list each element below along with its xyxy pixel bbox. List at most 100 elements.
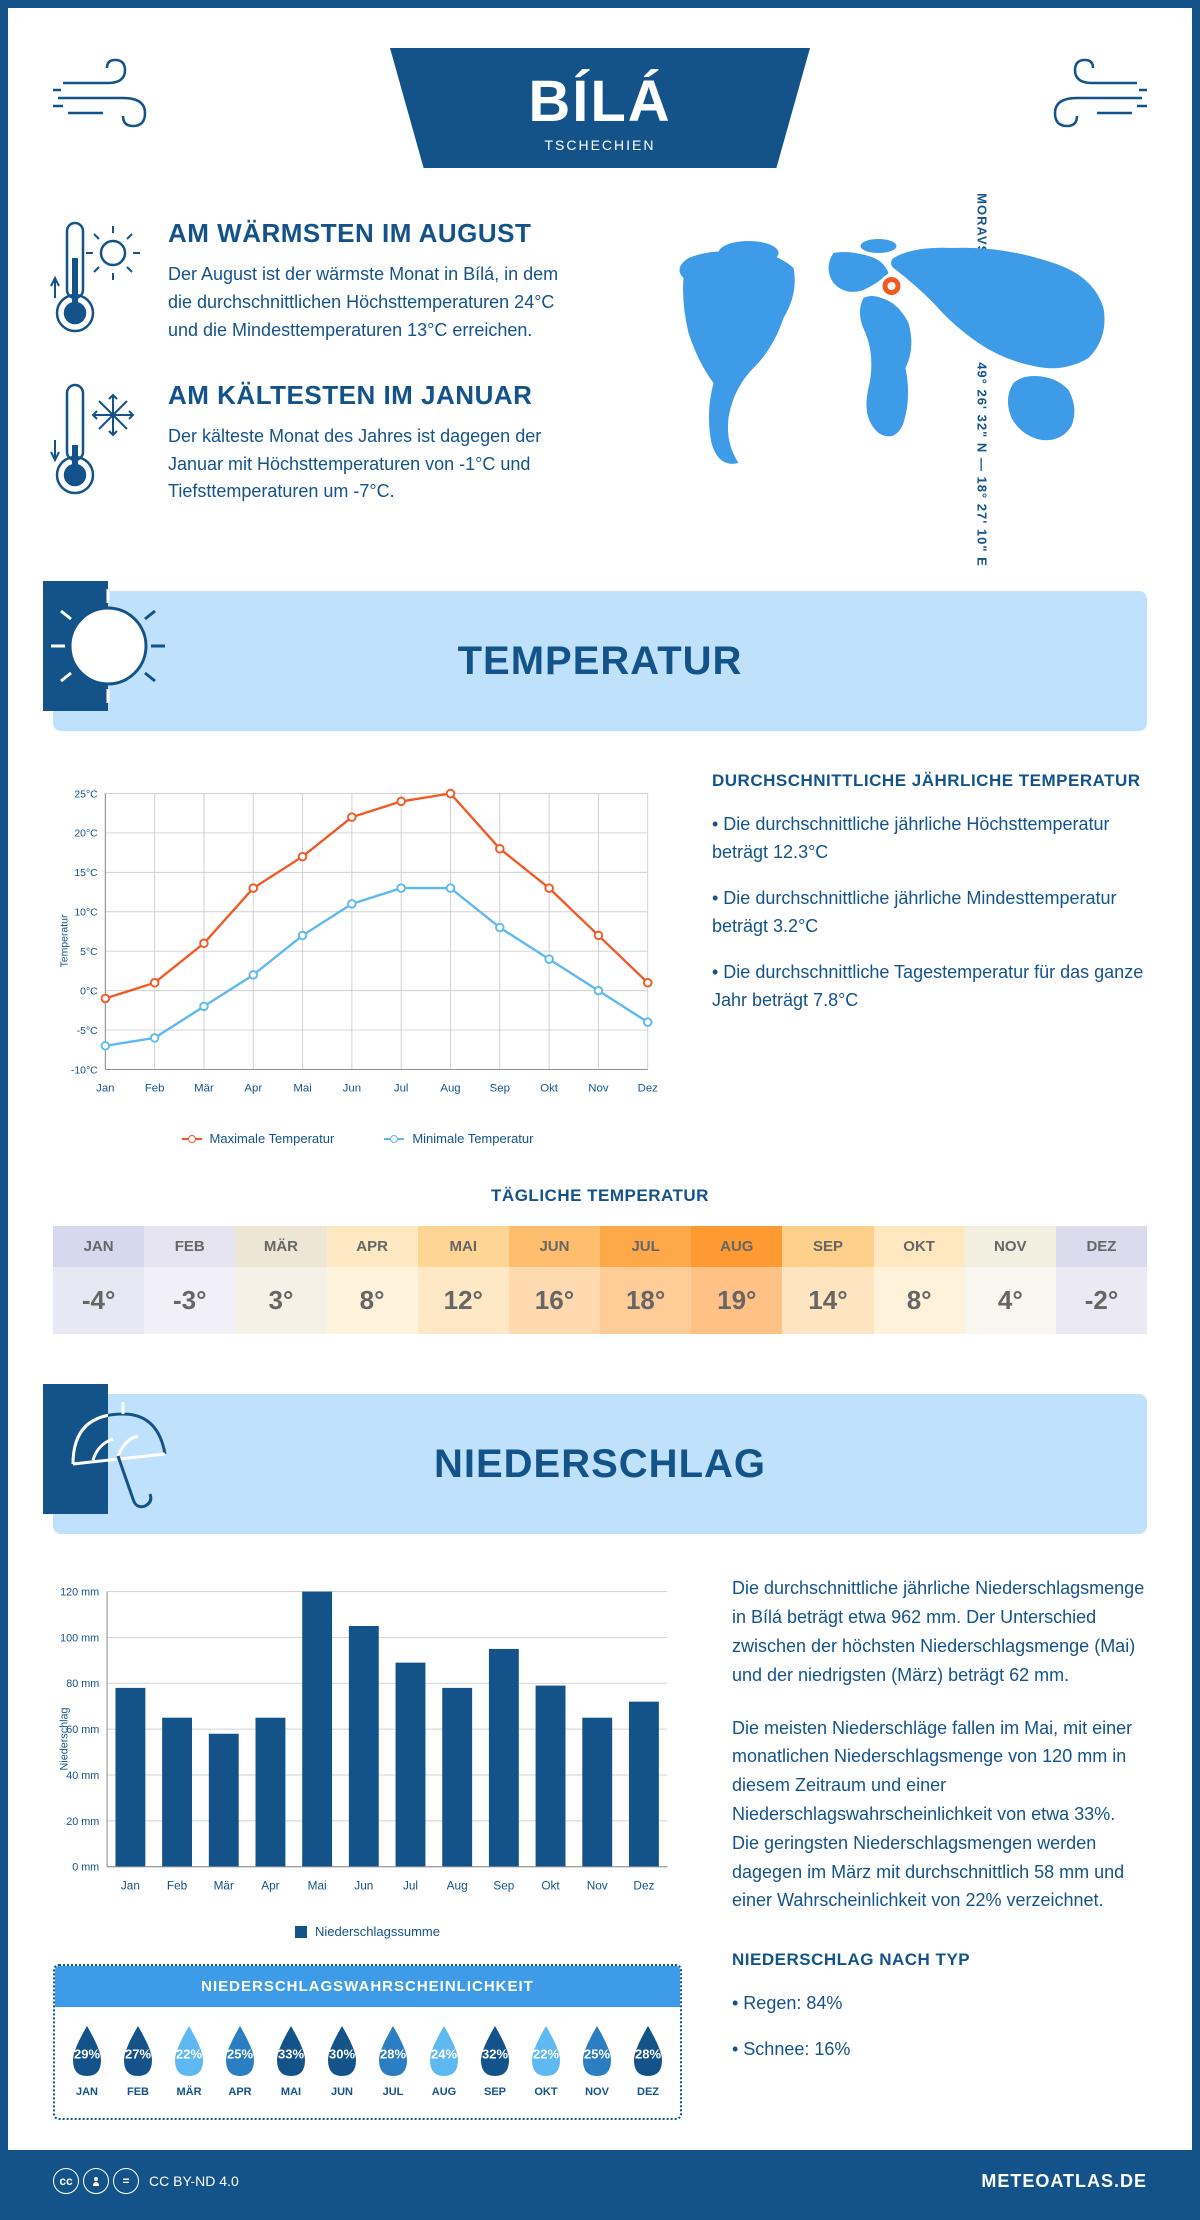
svg-text:Jan: Jan (96, 1083, 114, 1095)
coldest-block: AM KÄLTESTEN IM JANUAR Der kälteste Mona… (53, 380, 580, 507)
precip-type-title: NIEDERSCHLAG NACH TYP (732, 1950, 1147, 1970)
cc-icons: cc = (53, 2168, 139, 2194)
probability-item: 25%NOV (573, 2022, 621, 2098)
svg-text:Jun: Jun (343, 1083, 361, 1095)
svg-text:0°C: 0°C (80, 987, 98, 998)
precip-type-bullet: • Regen: 84% (732, 1990, 1147, 2018)
daily-month-cell: JUN (509, 1226, 600, 1267)
footer: cc = CC BY-ND 4.0 METEOATLAS.DE (8, 2150, 1192, 2212)
daily-value-cell: -4° (53, 1267, 144, 1334)
warmest-block: AM WÄRMSTEN IM AUGUST Der August ist der… (53, 218, 580, 345)
svg-text:Okt: Okt (541, 1880, 560, 1893)
avg-temp-title: DURCHSCHNITTLICHE JÄHRLICHE TEMPERATUR (712, 771, 1147, 791)
temperature-chart: -10°C-5°C0°C5°C10°C15°C20°C25°CJanFebMär… (53, 771, 662, 1146)
daily-month-cell: FEB (144, 1226, 235, 1267)
daily-month-cell: OKT (874, 1226, 965, 1267)
daily-month-cell: SEP (782, 1226, 873, 1267)
daily-value-cell: -2° (1056, 1267, 1147, 1334)
brand-label: METEOATLAS.DE (981, 2171, 1147, 2192)
daily-value-cell: 12° (418, 1267, 509, 1334)
coldest-text: Der kälteste Monat des Jahres ist dagege… (168, 423, 580, 507)
svg-text:0 mm: 0 mm (72, 1862, 99, 1874)
temp-bullet: • Die durchschnittliche Tagestemperatur … (712, 959, 1147, 1015)
svg-text:Jun: Jun (354, 1880, 373, 1893)
thermometer-warm-icon (53, 218, 143, 345)
svg-text:Jan: Jan (121, 1880, 140, 1893)
daily-temp-title: TÄGLICHE TEMPERATUR (53, 1186, 1147, 1206)
probability-item: 25%APR (216, 2022, 264, 2098)
svg-text:Jul: Jul (403, 1880, 418, 1893)
svg-text:Dez: Dez (638, 1083, 659, 1095)
svg-text:Temperatur: Temperatur (59, 914, 70, 967)
svg-text:Sep: Sep (490, 1083, 510, 1095)
daily-value-cell: 18° (600, 1267, 691, 1334)
daily-temp-value-row: -4°-3°3°8°12°16°18°19°14°8°4°-2° (53, 1267, 1147, 1334)
city-title: BÍLÁ (470, 68, 730, 135)
svg-text:80 mm: 80 mm (66, 1679, 99, 1691)
daily-value-cell: 16° (509, 1267, 600, 1334)
daily-month-cell: MAI (418, 1226, 509, 1267)
svg-text:Mär: Mär (194, 1083, 214, 1095)
umbrella-icon (43, 1384, 173, 1514)
svg-text:Niederschlag: Niederschlag (59, 1708, 71, 1771)
probability-item: 22%OKT (522, 2022, 570, 2098)
wind-icon (53, 58, 163, 143)
svg-text:Feb: Feb (167, 1880, 188, 1893)
svg-text:Feb: Feb (145, 1083, 165, 1095)
precipitation-title: NIEDERSCHLAG (83, 1442, 1117, 1487)
svg-text:Mai: Mai (308, 1880, 327, 1893)
thermometer-cold-icon (53, 380, 143, 507)
probability-item: 33%MAI (267, 2022, 315, 2098)
probability-item: 22%MÄR (165, 2022, 213, 2098)
svg-text:Mär: Mär (214, 1880, 234, 1893)
svg-text:Mai: Mai (293, 1083, 311, 1095)
daily-month-cell: JUL (600, 1226, 691, 1267)
svg-text:-5°C: -5°C (77, 1026, 98, 1037)
daily-month-cell: AUG (691, 1226, 782, 1267)
daily-value-cell: -3° (144, 1267, 235, 1334)
probability-item: 30%JUN (318, 2022, 366, 2098)
sun-icon (43, 581, 173, 711)
country-label: TSCHECHIEN (470, 137, 730, 153)
temp-bullet: • Die durchschnittliche jährliche Höchst… (712, 811, 1147, 867)
daily-value-cell: 19° (691, 1267, 782, 1334)
probability-item: 28%DEZ (624, 2022, 672, 2098)
warmest-text: Der August ist der wärmste Monat in Bílá… (168, 261, 580, 345)
svg-text:20 mm: 20 mm (66, 1816, 99, 1828)
svg-text:100 mm: 100 mm (60, 1633, 99, 1645)
svg-text:40 mm: 40 mm (66, 1770, 99, 1782)
coldest-title: AM KÄLTESTEN IM JANUAR (168, 380, 580, 411)
temperature-title: TEMPERATUR (83, 639, 1117, 684)
daily-value-cell: 8° (327, 1267, 418, 1334)
svg-text:-10°C: -10°C (71, 1066, 98, 1077)
temperature-section-header: TEMPERATUR (53, 591, 1147, 731)
precipitation-legend: Niederschlagssumme (53, 1924, 682, 1939)
svg-text:Apr: Apr (244, 1083, 262, 1095)
precipitation-text-2: Die meisten Niederschläge fallen im Mai,… (732, 1714, 1147, 1916)
probability-item: 27%FEB (114, 2022, 162, 2098)
probability-title: NIEDERSCHLAGSWAHRSCHEINLICHKEIT (55, 1966, 680, 2007)
svg-text:5°C: 5°C (80, 947, 98, 958)
precipitation-probability-box: NIEDERSCHLAGSWAHRSCHEINLICHKEIT 29%JAN27… (53, 1964, 682, 2120)
title-banner: BÍLÁ TSCHECHIEN (390, 48, 810, 168)
daily-month-cell: APR (327, 1226, 418, 1267)
svg-text:15°C: 15°C (74, 869, 98, 880)
world-map (620, 218, 1147, 498)
svg-text:Nov: Nov (587, 1880, 608, 1893)
license-label: CC BY-ND 4.0 (149, 2173, 239, 2189)
daily-value-cell: 4° (965, 1267, 1056, 1334)
probability-item: 24%AUG (420, 2022, 468, 2098)
svg-text:Nov: Nov (588, 1083, 609, 1095)
svg-text:20°C: 20°C (74, 829, 98, 840)
temp-bullet: • Die durchschnittliche jährliche Mindes… (712, 885, 1147, 941)
svg-text:120 mm: 120 mm (60, 1587, 99, 1599)
daily-value-cell: 3° (235, 1267, 326, 1334)
header: BÍLÁ TSCHECHIEN (53, 48, 1147, 168)
warmest-title: AM WÄRMSTEN IM AUGUST (168, 218, 580, 249)
svg-text:Aug: Aug (440, 1083, 460, 1095)
svg-text:60 mm: 60 mm (66, 1724, 99, 1736)
precipitation-chart: 0 mm 20 mm 40 mm 60 mm 80 mm 100 mm 120 mm Jan F… (53, 1574, 682, 1939)
svg-text:Sep: Sep (493, 1880, 514, 1893)
svg-text:Okt: Okt (540, 1083, 559, 1095)
probability-item: 28%JUL (369, 2022, 417, 2098)
